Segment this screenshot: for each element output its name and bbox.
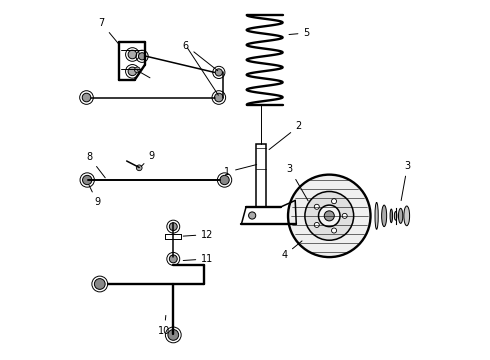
Circle shape (95, 279, 105, 289)
Text: 5: 5 (289, 28, 310, 38)
Text: 11: 11 (183, 254, 214, 264)
Ellipse shape (306, 207, 314, 228)
Circle shape (82, 93, 91, 102)
Text: 1: 1 (224, 165, 257, 177)
Circle shape (215, 93, 223, 102)
Circle shape (168, 329, 179, 340)
Circle shape (314, 204, 319, 209)
Circle shape (314, 222, 319, 228)
Circle shape (324, 211, 334, 221)
Ellipse shape (398, 208, 403, 224)
Ellipse shape (394, 212, 397, 220)
Ellipse shape (318, 208, 324, 228)
Circle shape (170, 255, 177, 263)
Circle shape (342, 213, 347, 219)
Circle shape (288, 175, 370, 257)
Ellipse shape (390, 209, 392, 223)
Text: 9: 9 (141, 150, 155, 167)
Circle shape (215, 69, 222, 76)
Circle shape (332, 228, 337, 233)
Text: 8: 8 (86, 152, 105, 178)
Text: 10: 10 (158, 315, 171, 336)
Text: 9: 9 (89, 185, 100, 207)
Ellipse shape (375, 202, 378, 229)
Circle shape (332, 199, 337, 204)
Text: 2: 2 (269, 121, 302, 150)
Circle shape (136, 165, 142, 171)
Circle shape (135, 67, 140, 73)
Ellipse shape (404, 206, 410, 226)
Ellipse shape (319, 213, 322, 222)
Circle shape (318, 205, 340, 226)
Ellipse shape (382, 205, 387, 226)
Text: 6: 6 (183, 41, 218, 71)
Text: 3: 3 (287, 164, 308, 201)
Text: 12: 12 (183, 230, 214, 239)
Circle shape (139, 53, 146, 60)
Circle shape (220, 175, 229, 185)
Ellipse shape (308, 213, 311, 223)
Text: 3: 3 (401, 161, 411, 201)
Circle shape (128, 67, 137, 76)
Circle shape (128, 50, 137, 59)
Circle shape (305, 192, 354, 240)
FancyBboxPatch shape (256, 144, 266, 207)
Text: 7: 7 (98, 18, 119, 44)
Text: 4: 4 (281, 241, 302, 260)
Circle shape (170, 223, 177, 230)
Circle shape (248, 212, 256, 219)
Circle shape (82, 175, 92, 185)
